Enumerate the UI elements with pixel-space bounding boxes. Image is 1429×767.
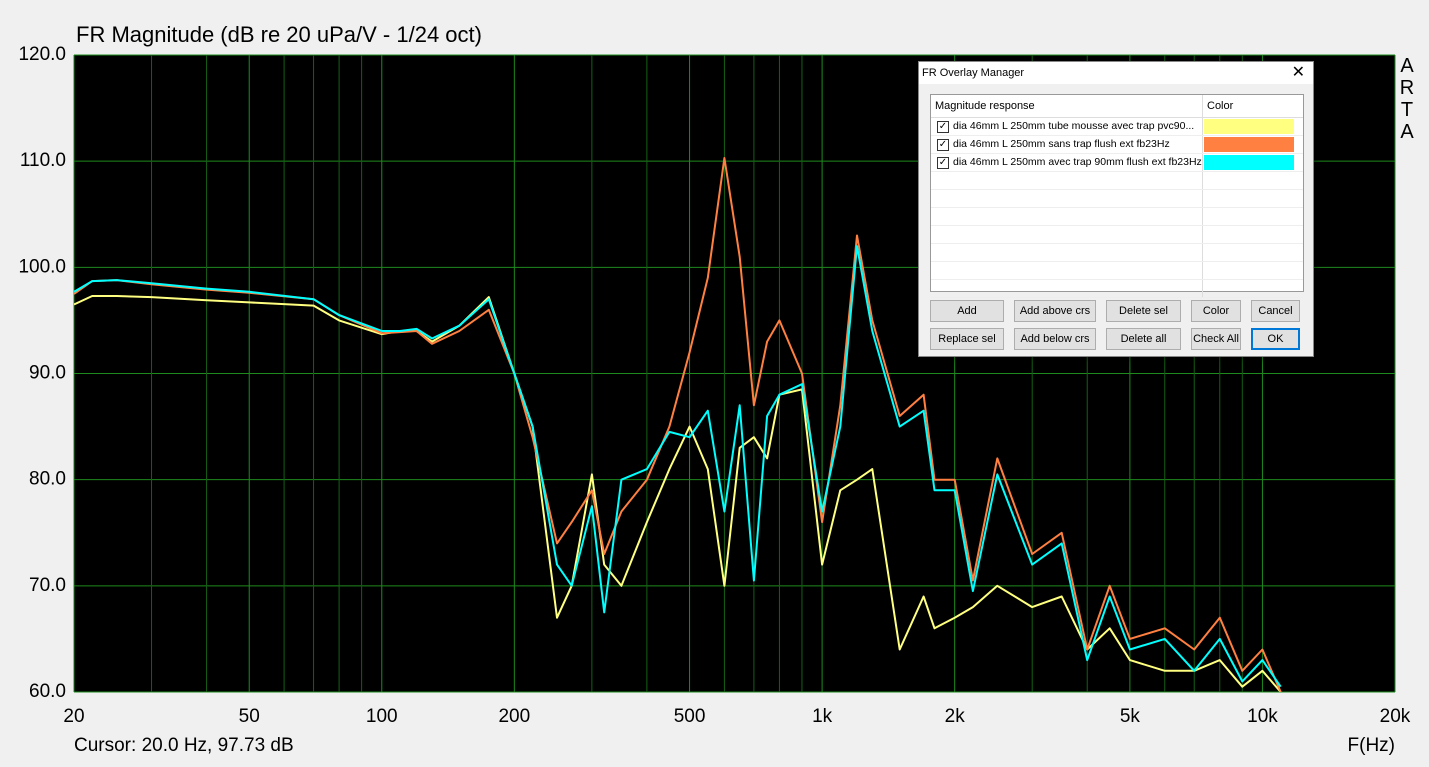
list-row	[931, 244, 1303, 262]
overlay-dialog: FR Overlay Manager ✕ Magnitude response Co…	[918, 61, 1314, 357]
row-name-cell	[931, 280, 1203, 297]
button[interactable]: OK	[1251, 328, 1300, 350]
list-row[interactable]: ✓ dia 46mm L 250mm sans trap flush ext fb…	[931, 136, 1303, 154]
row-color-cell	[1203, 172, 1298, 189]
list-row[interactable]: ✓ dia 46mm L 250mm tube mousse avec trap …	[931, 118, 1303, 136]
y-tick-label: 120.0	[18, 44, 66, 65]
series-line	[74, 245, 1282, 688]
x-tick-label: 50	[239, 706, 260, 727]
x-tick-label: 20	[63, 706, 84, 727]
overlay-list: Magnitude response Color ✓ dia 46mm L 250m…	[930, 94, 1304, 298]
overlay-name: dia 46mm L 250mm sans trap flush ext fb2…	[953, 138, 1170, 150]
row-name-cell	[931, 208, 1203, 225]
row-color-cell	[1203, 280, 1298, 297]
row-color-cell	[1203, 136, 1298, 153]
overlay-name: dia 46mm L 250mm tube mousse avec trap p…	[953, 120, 1195, 132]
list-row	[931, 172, 1303, 190]
y-tick-label: 60.0	[29, 681, 66, 702]
side-label: ARTA	[1399, 55, 1415, 143]
x-tick-label: 500	[674, 706, 706, 727]
x-tick-label: 2k	[945, 706, 966, 727]
row-color-cell	[1203, 262, 1298, 279]
row-name-cell: ✓ dia 46mm L 250mm tube mousse avec trap …	[931, 118, 1203, 135]
color-swatch	[1204, 119, 1294, 134]
y-tick-label: 110.0	[20, 150, 66, 171]
list-row	[931, 280, 1303, 298]
checkbox[interactable]: ✓	[937, 120, 949, 133]
list-header: Magnitude response Color	[931, 95, 1303, 118]
row-color-cell	[1203, 208, 1298, 225]
row-name-cell	[931, 172, 1203, 189]
y-tick-label: 100.0	[18, 256, 66, 277]
x-tick-label: 200	[498, 706, 530, 727]
button[interactable]: Add below crs	[1014, 328, 1096, 350]
column-header: Color	[1207, 100, 1234, 112]
row-name-cell	[931, 262, 1203, 279]
x-tick-label: 5k	[1120, 706, 1141, 727]
row-name-cell	[931, 226, 1203, 243]
list-row	[931, 208, 1303, 226]
color-swatch	[1204, 155, 1294, 170]
button[interactable]: Add	[930, 300, 1004, 322]
column-header: Magnitude response	[931, 95, 1203, 117]
button[interactable]: Delete all	[1106, 328, 1181, 350]
dialog-title: FR Overlay Manager	[922, 67, 1025, 79]
x-tick-label: 100	[366, 706, 398, 727]
list-row	[931, 226, 1303, 244]
y-tick-label: 80.0	[29, 469, 66, 490]
x-axis-label: F(Hz)	[1348, 735, 1395, 756]
row-color-cell	[1203, 154, 1298, 171]
chart-title: FR Magnitude (dB re 20 uPa/V - 1/24 oct)	[76, 22, 482, 47]
x-tick-label: 20k	[1380, 706, 1411, 727]
button[interactable]: Replace sel	[930, 328, 1004, 350]
overlay-name: dia 46mm L 250mm avec trap 90mm flush ex…	[953, 156, 1202, 168]
button[interactable]: Color	[1191, 300, 1241, 322]
button[interactable]: Add above crs	[1014, 300, 1096, 322]
row-color-cell	[1203, 244, 1298, 261]
list-row	[931, 190, 1303, 208]
x-tick-label: 10k	[1247, 706, 1278, 727]
row-color-cell	[1203, 190, 1298, 207]
checkbox[interactable]: ✓	[937, 156, 949, 169]
row-name-cell	[931, 244, 1203, 261]
list-row	[931, 262, 1303, 280]
checkbox[interactable]: ✓	[937, 138, 949, 151]
x-tick-label: 1k	[812, 706, 833, 727]
y-tick-label: 90.0	[29, 363, 66, 384]
y-tick-label: 70.0	[29, 575, 66, 596]
close-button[interactable]: ✕	[1291, 64, 1305, 81]
cursor-readout: Cursor: 20.0 Hz, 97.73 dB	[74, 735, 294, 756]
button[interactable]: Cancel	[1251, 300, 1300, 322]
row-color-cell	[1203, 118, 1298, 135]
color-swatch	[1204, 137, 1294, 152]
row-name-cell: ✓ dia 46mm L 250mm sans trap flush ext fb…	[931, 136, 1203, 153]
button[interactable]: Delete sel	[1106, 300, 1181, 322]
row-color-cell	[1203, 226, 1298, 243]
button[interactable]: Check All	[1191, 328, 1241, 350]
row-name-cell: ✓ dia 46mm L 250mm avec trap 90mm flush e…	[931, 154, 1203, 171]
title-bar: FR Overlay Manager ✕	[919, 62, 1313, 84]
list-row[interactable]: ✓ dia 46mm L 250mm avec trap 90mm flush e…	[931, 154, 1303, 172]
row-name-cell	[931, 190, 1203, 207]
series-line	[74, 157, 1282, 692]
